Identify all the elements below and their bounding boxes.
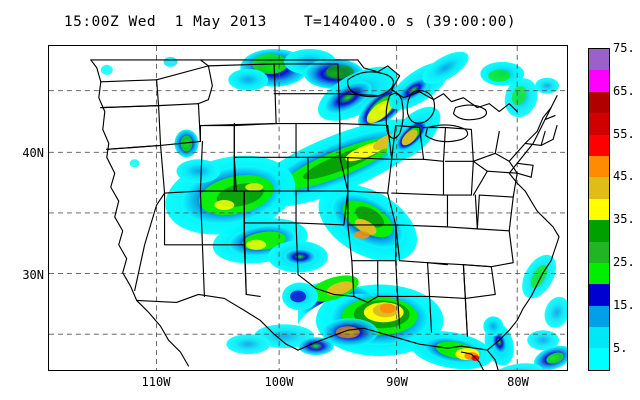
colorbar-tick-15: 15. [613, 297, 635, 312]
reflectivity-cell [282, 275, 376, 325]
colorbar-band-10 [589, 327, 609, 349]
map-graphics [49, 46, 567, 370]
colorbar-band-30 [589, 241, 609, 263]
colorbar-band-55 [589, 134, 609, 156]
reflectivity-cell [228, 48, 364, 91]
colorbar [588, 48, 610, 371]
map-graticule [49, 46, 567, 370]
map-canvas [49, 46, 567, 370]
colorbar-tick-55: 55. [613, 126, 635, 141]
colorbar-band-40 [589, 198, 609, 221]
colorbar-band-5 [589, 348, 609, 370]
lat-tick-30n: 30N [22, 268, 44, 282]
map-boundaries [90, 59, 560, 370]
colorbar-band-50 [589, 155, 609, 178]
colorbar-band-75 [589, 49, 609, 71]
colorbar-band-25 [589, 262, 609, 285]
colorbar-tick-25: 25. [613, 255, 635, 269]
colorbar-tick-5: 5. [613, 340, 628, 355]
reflectivity-cell [165, 129, 296, 235]
reflectivity-cell [315, 284, 444, 357]
reflectivity-cell [226, 324, 334, 356]
lon-tick-90w: 90W [386, 375, 408, 389]
colorbar-tick-45: 45. [613, 169, 635, 184]
colorbar-band-70 [589, 70, 609, 92]
reflectivity-field [100, 48, 567, 370]
lon-tick-110w: 110W [141, 375, 171, 389]
lon-tick-80w: 80W [507, 375, 529, 389]
colorbar-tick-labels: 75. 65. 55. 45. 35. 25. 15. 5. [613, 42, 640, 371]
colorbar-band-15 [589, 305, 609, 328]
colorbar-band-20 [589, 284, 609, 306]
page-title: 15:00Z Wed 1 May 2013 T=140400.0 s (39:0… [63, 14, 517, 30]
lon-tick-100w: 100W [264, 375, 294, 389]
colorbar-band-45 [589, 177, 609, 199]
reflectivity-cell [100, 56, 178, 168]
map-plot-area [48, 45, 568, 371]
reflectivity-cell [318, 184, 418, 262]
colorbar-tick-35: 35. [613, 212, 635, 227]
colorbar-band-35 [589, 220, 609, 242]
lat-tick-40n: 40N [22, 146, 44, 160]
colorbar-tick-75: 75. [613, 41, 635, 55]
colorbar-tick-65: 65. [613, 83, 635, 98]
colorbar-band-60 [589, 113, 609, 135]
reflectivity-cell [410, 316, 514, 370]
colorbar-band-65 [589, 91, 609, 114]
